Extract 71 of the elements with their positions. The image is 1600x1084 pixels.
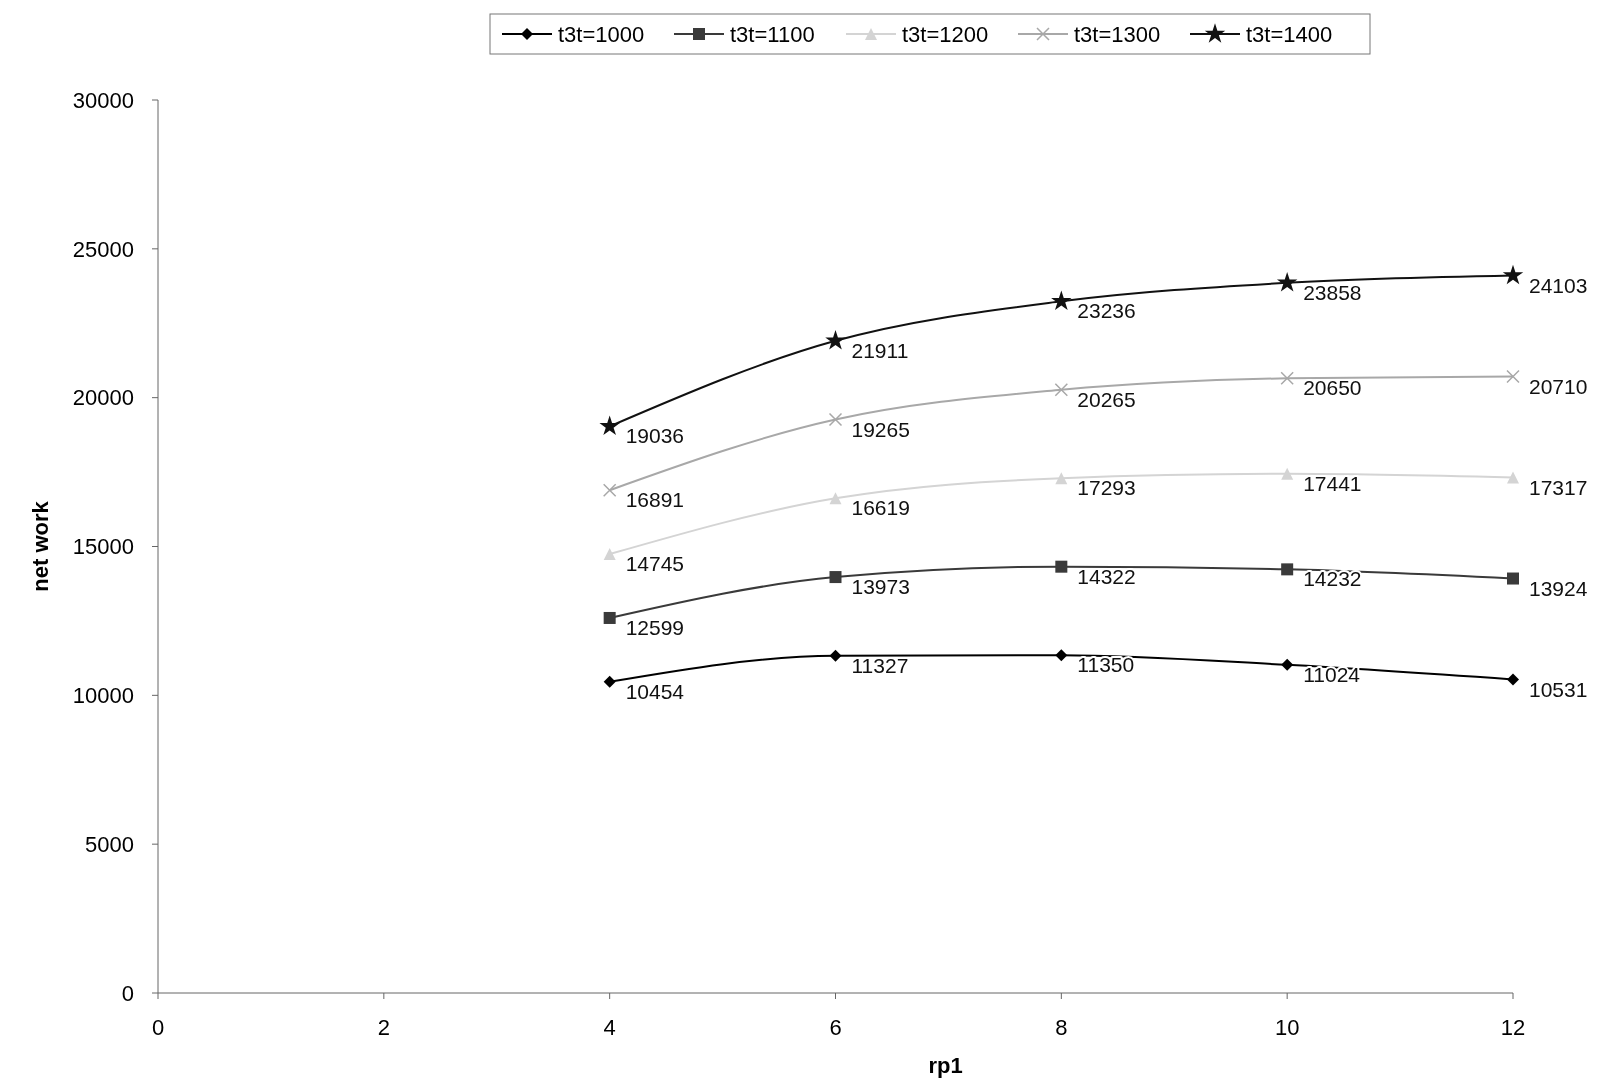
y-tick-label: 20000 — [72, 385, 134, 411]
data-label: 19036 — [625, 424, 685, 448]
point — [599, 415, 620, 436]
data-label: 24103 — [1529, 273, 1588, 297]
x-tick-label: 4 — [603, 1015, 616, 1040]
point — [1280, 371, 1294, 386]
point — [825, 330, 846, 350]
legend-label: t3t=1200 — [902, 21, 989, 47]
point — [602, 483, 617, 497]
legend-label: t3t=1100 — [730, 21, 815, 47]
x-tick-label: 12 — [1500, 1015, 1526, 1040]
data-label: 11350 — [1077, 653, 1135, 677]
point — [1276, 272, 1298, 292]
point — [603, 675, 616, 688]
data-label: 14232 — [1303, 567, 1362, 591]
point — [603, 611, 616, 624]
data-label: 13924 — [1529, 576, 1588, 600]
point — [1054, 383, 1069, 397]
data-label: 23236 — [1077, 299, 1136, 323]
data-label: 17293 — [1077, 476, 1136, 500]
point — [1502, 264, 1524, 285]
data-label: 12599 — [625, 615, 685, 639]
data-label: 21911 — [851, 338, 909, 362]
data-label: 20710 — [1529, 374, 1588, 398]
data-label: 17441 — [1303, 471, 1362, 495]
point — [1507, 471, 1519, 484]
point — [1507, 673, 1519, 686]
point — [1507, 572, 1519, 585]
x-tick-label: 6 — [829, 1015, 842, 1040]
x-tick-label: 2 — [377, 1015, 390, 1040]
point — [1281, 563, 1294, 576]
y-tick-label: 30000 — [72, 87, 134, 113]
legend-label: t3t=1300 — [1074, 21, 1161, 47]
x-axis-title: rp1 — [928, 1053, 963, 1078]
legend-label: t3t=1000 — [558, 21, 645, 47]
data-label: 23858 — [1303, 280, 1362, 304]
y-tick-label: 5000 — [85, 831, 134, 857]
point — [829, 649, 842, 662]
point — [1055, 560, 1068, 573]
point — [828, 412, 843, 427]
data-label: 20650 — [1303, 376, 1362, 400]
point — [603, 548, 616, 561]
point — [1055, 649, 1068, 662]
point — [1281, 467, 1294, 480]
point — [829, 571, 842, 584]
legend-label: t3t=1400 — [1246, 21, 1333, 47]
point — [1506, 369, 1520, 384]
data-label: 11024 — [1303, 662, 1361, 686]
x-tick-label: 0 — [151, 1015, 165, 1040]
data-label: 19265 — [851, 417, 910, 441]
point — [1055, 472, 1068, 485]
data-label: 20265 — [1077, 387, 1136, 411]
data-label: 14745 — [625, 552, 685, 576]
data-label: 13973 — [851, 575, 910, 599]
data-label: 10531 — [1529, 677, 1588, 701]
point — [1051, 290, 1072, 311]
y-tick-label: 0 — [121, 980, 134, 1006]
data-label: 17317 — [1529, 475, 1588, 499]
y-axis-title: net work — [28, 500, 53, 592]
data-label: 16619 — [851, 496, 910, 520]
data-label: 14322 — [1077, 564, 1136, 588]
data-label: 11327 — [851, 653, 909, 677]
data-label: 16891 — [625, 488, 685, 512]
point — [1281, 658, 1294, 671]
x-tick-label: 8 — [1055, 1015, 1068, 1040]
y-tick-label: 25000 — [72, 236, 134, 262]
x-tick-label: 10 — [1274, 1015, 1300, 1040]
data-label: 10454 — [625, 679, 685, 703]
y-tick-label: 10000 — [72, 683, 134, 709]
y-tick-label: 15000 — [72, 534, 134, 560]
point — [829, 492, 842, 505]
